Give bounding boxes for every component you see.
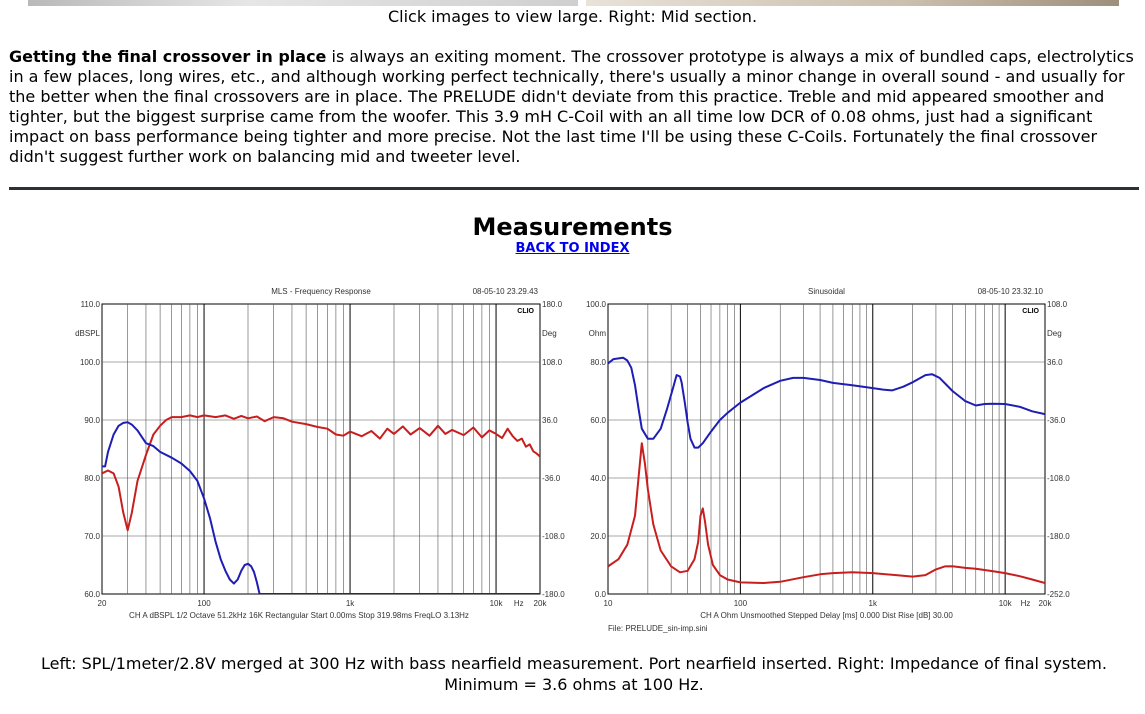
- measurement-charts[interactable]: 110.0 100.0 90.0 80.0 70.0 60.0 dBSPL 180.0 108.…: [0, 280, 1145, 640]
- y-tick-label: 100.0: [586, 300, 607, 309]
- x-unit-label: Hz: [1021, 599, 1031, 608]
- thumbnail-image-left[interactable]: [28, 0, 578, 6]
- plot-frame: [101, 303, 541, 595]
- y2-tick-label: 36.0: [1047, 358, 1063, 367]
- y2-tick-label: -180.0: [1047, 532, 1070, 541]
- image-caption-top: Click images to view large. Right: Mid s…: [387, 7, 758, 26]
- y2-unit-label: Deg: [542, 329, 557, 338]
- back-to-index-link[interactable]: BACK TO INDEX: [515, 241, 630, 256]
- x-tick-label: 20k: [1039, 599, 1053, 608]
- y2-tick-label: 108.0: [542, 358, 563, 367]
- chart-title: MLS - Frequency Response: [271, 287, 371, 296]
- article-paragraph: Getting the final crossover in place is …: [9, 47, 1134, 167]
- article-lead: Getting the final crossover in place: [9, 47, 327, 66]
- series-line-1: [608, 442, 1045, 584]
- y-tick-label: 80.0: [84, 474, 100, 483]
- series-line-1: [102, 414, 540, 532]
- y-tick-label: 100.0: [80, 358, 101, 367]
- x-unit-label: Hz: [514, 599, 524, 608]
- clio-logo: CLIO: [517, 308, 534, 315]
- y2-tick-label: -108.0: [542, 532, 565, 541]
- series-line-2: [608, 356, 1045, 449]
- x-tick-label: 10k: [490, 599, 504, 608]
- back-to-index-link-wrap: BACK TO INDEX: [0, 241, 1145, 256]
- chart-timestamp: 08-05-10 23.29.43: [473, 287, 539, 296]
- y-unit-label: Ohm: [589, 329, 607, 338]
- x-tick-label: 100: [734, 599, 748, 608]
- x-tick-label: 20: [98, 599, 107, 608]
- chart-file-label: File: PRELUDE_sin-imp.sini: [608, 624, 708, 633]
- y2-unit-label: Deg: [1047, 329, 1062, 338]
- measurements-heading: Measurements: [472, 213, 673, 241]
- x-tick-label: 20k: [534, 599, 548, 608]
- y-tick-label: 110.0: [81, 300, 101, 309]
- x-tick-label: 100: [197, 599, 211, 608]
- x-tick-label: 1k: [346, 599, 355, 608]
- x-tick-label: 10: [604, 599, 613, 608]
- y2-tick-label: 36.0: [542, 416, 558, 425]
- y-tick-label: 70.0: [84, 532, 100, 541]
- y2-tick-label: -180.0: [542, 590, 565, 599]
- section-divider: [9, 187, 1139, 190]
- clio-logo: CLIO: [1022, 308, 1039, 315]
- thumbnail-image-right[interactable]: [586, 0, 1119, 6]
- y2-tick-label: -108.0: [1047, 474, 1070, 483]
- y2-tick-label: -36.0: [542, 474, 561, 483]
- y-tick-label: 60.0: [84, 590, 100, 599]
- x-tick-label: 10k: [999, 599, 1013, 608]
- y2-tick-label: 180.0: [542, 300, 563, 309]
- chart-timestamp: 08-05-10 23.32.10: [978, 287, 1044, 296]
- y-unit-label: dBSPL: [75, 329, 100, 338]
- y-tick-label: 20.0: [590, 532, 606, 541]
- y-tick-label: 60.0: [590, 416, 606, 425]
- plot-frame: [607, 303, 1046, 595]
- chart-title: Sinusoidal: [808, 287, 845, 296]
- series-line-2: [102, 421, 261, 594]
- y2-tick-label: 108.0: [1047, 300, 1068, 309]
- y2-tick-label: -36.0: [1047, 416, 1066, 425]
- y-tick-label: 90.0: [84, 416, 100, 425]
- chart-footer: CH A dBSPL 1/2 Octave 51.2kHz 16K Rectan…: [129, 611, 469, 620]
- chart-1: 110.0 100.0 90.0 80.0 70.0 60.0 dBSPL 180.0 108.…: [75, 287, 565, 620]
- y-tick-label: 40.0: [590, 474, 606, 483]
- image-caption-bottom: Left: SPL/1meter/2.8V merged at 300 Hz w…: [41, 654, 1107, 694]
- y2-tick-label: -252.0: [1047, 590, 1070, 599]
- y-tick-label: 80.0: [590, 358, 606, 367]
- x-tick-label: 1k: [869, 599, 878, 608]
- chart-footer: CH A Ohm Unsmoothed Stepped Delay [ms] 0…: [700, 611, 953, 620]
- y-tick-label: 0.0: [595, 590, 607, 599]
- chart-2: 100.0 80.0 60.0 40.0 20.0 0.0 Ohm 108.0 36.0 -36.…: [586, 287, 1070, 633]
- article-body: is always an exiting moment. The crossov…: [9, 47, 1134, 166]
